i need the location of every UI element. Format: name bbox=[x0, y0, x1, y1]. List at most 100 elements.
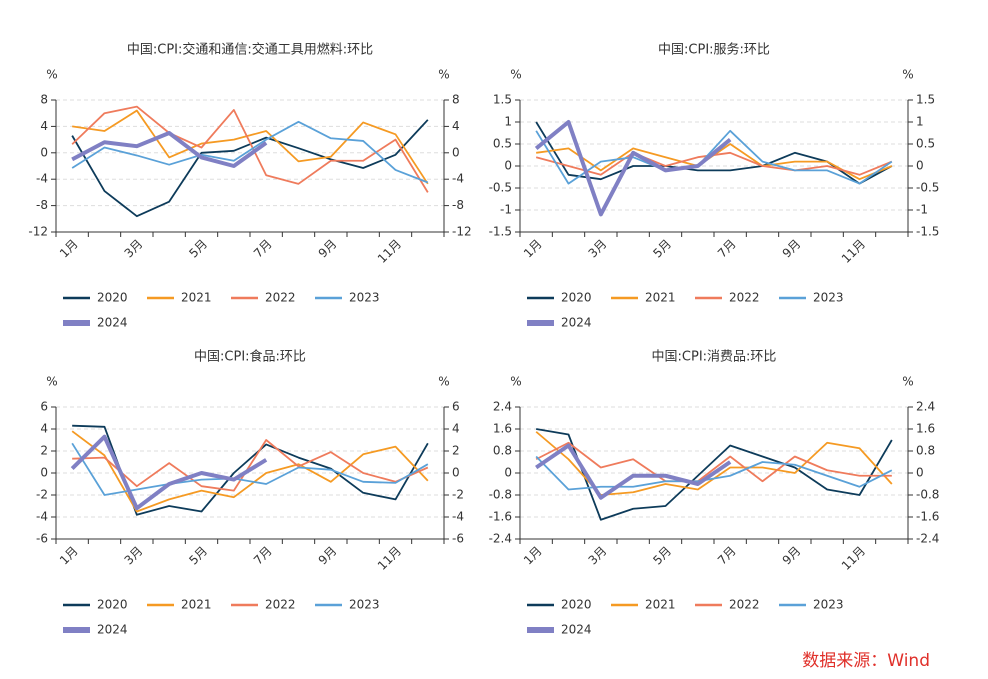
series-line bbox=[536, 428, 893, 521]
legend-label: 2023 bbox=[813, 598, 844, 612]
y-tick-label: -2.4 bbox=[489, 532, 512, 546]
x-tick-label: 5月 bbox=[186, 544, 210, 568]
y2-tick-label: -1.6 bbox=[916, 510, 939, 524]
legend-label: 2021 bbox=[645, 598, 676, 612]
legend-label: 2024 bbox=[97, 623, 128, 637]
series-line bbox=[72, 439, 429, 492]
x-tick-label: 9月 bbox=[316, 237, 340, 261]
y2-axis-label: % bbox=[902, 68, 913, 82]
y2-tick-label: 0.5 bbox=[916, 137, 935, 151]
chart-title: 中国:CPI:食品:环比 bbox=[194, 349, 306, 365]
legend-label: 2024 bbox=[97, 316, 128, 330]
y2-tick-label: -1.5 bbox=[916, 225, 939, 239]
y-tick-label: 0.8 bbox=[493, 444, 512, 458]
y-axis-label: % bbox=[46, 375, 57, 389]
y2-axis-label: % bbox=[438, 375, 449, 389]
y-axis-label: % bbox=[510, 68, 521, 82]
x-tick-label: 11月 bbox=[375, 544, 404, 573]
x-tick-label: 7月 bbox=[251, 237, 275, 261]
y2-tick-label: 2 bbox=[452, 444, 460, 458]
legend-label: 2022 bbox=[729, 291, 760, 305]
y-tick-label: 4 bbox=[40, 119, 48, 133]
y-tick-label: 1.5 bbox=[493, 93, 512, 107]
y-axis-label: % bbox=[510, 375, 521, 389]
y2-tick-label: 4 bbox=[452, 119, 460, 133]
legend-label: 2022 bbox=[265, 598, 296, 612]
legend-label: 2021 bbox=[181, 291, 212, 305]
y2-tick-label: -4 bbox=[452, 172, 464, 186]
legend-label: 2020 bbox=[561, 598, 592, 612]
y-tick-label: 0 bbox=[504, 159, 512, 173]
y2-tick-label: 2.4 bbox=[916, 400, 935, 414]
y-tick-label: 1.6 bbox=[493, 422, 512, 436]
x-tick-label: 9月 bbox=[316, 544, 340, 568]
y-tick-label: -1 bbox=[500, 203, 512, 217]
y2-tick-label: 0.8 bbox=[916, 444, 935, 458]
series-line bbox=[71, 430, 429, 513]
y-tick-label: -4 bbox=[36, 172, 48, 186]
x-tick-label: 9月 bbox=[780, 544, 804, 568]
legend-label: 2020 bbox=[97, 598, 128, 612]
series-line bbox=[71, 105, 429, 193]
x-tick-label: 7月 bbox=[251, 544, 275, 568]
y-axis-label: % bbox=[46, 68, 57, 82]
series-line bbox=[71, 442, 429, 496]
y2-axis-label: % bbox=[902, 375, 913, 389]
y-tick-label: 6 bbox=[40, 400, 48, 414]
series-line bbox=[535, 441, 892, 483]
y-tick-label: -2 bbox=[36, 488, 48, 502]
y-tick-label: -8 bbox=[36, 198, 48, 212]
chart-title: 中国:CPI:服务:环比 bbox=[658, 42, 770, 58]
series-line bbox=[71, 120, 429, 184]
series-line bbox=[535, 431, 893, 496]
y2-tick-label: 1 bbox=[916, 115, 924, 129]
y-tick-label: -12 bbox=[28, 225, 48, 239]
y-tick-label: -6 bbox=[36, 532, 48, 546]
series-line bbox=[70, 434, 268, 511]
series-line bbox=[72, 109, 429, 185]
x-tick-label: 9月 bbox=[780, 237, 804, 261]
x-tick-label: 11月 bbox=[839, 544, 868, 573]
y2-tick-label: -2.4 bbox=[916, 532, 939, 546]
y2-tick-label: 4 bbox=[452, 422, 460, 436]
legend-label: 2023 bbox=[813, 291, 844, 305]
y2-tick-label: -6 bbox=[452, 532, 464, 546]
x-tick-label: 1月 bbox=[57, 544, 81, 568]
legend-label: 2024 bbox=[561, 316, 592, 330]
legend-label: 2021 bbox=[181, 598, 212, 612]
y2-tick-label: 0 bbox=[452, 145, 460, 159]
y2-tick-label: 8 bbox=[452, 93, 460, 107]
x-tick-label: 3月 bbox=[122, 544, 146, 568]
y2-tick-label: -0.5 bbox=[916, 181, 939, 195]
y-tick-label: 0.5 bbox=[493, 137, 512, 151]
y-tick-label: 4 bbox=[40, 422, 48, 436]
y-tick-label: 0 bbox=[40, 466, 48, 480]
y2-tick-label: -4 bbox=[452, 510, 464, 524]
x-tick-label: 11月 bbox=[375, 237, 404, 266]
chart-title: 中国:CPI:消费品:环比 bbox=[652, 350, 777, 365]
x-tick-label: 1月 bbox=[521, 544, 545, 568]
y2-tick-label: 6 bbox=[452, 400, 460, 414]
x-tick-label: 1月 bbox=[521, 237, 545, 261]
y-tick-label: 1 bbox=[504, 115, 512, 129]
y-tick-label: 2.4 bbox=[493, 400, 512, 414]
series-line bbox=[71, 131, 268, 168]
y-tick-label: -0.8 bbox=[489, 488, 512, 502]
x-tick-label: 5月 bbox=[186, 237, 210, 261]
y-tick-label: 8 bbox=[40, 93, 48, 107]
series-line bbox=[535, 151, 893, 176]
y2-tick-label: 1.6 bbox=[916, 422, 935, 436]
series-line bbox=[535, 129, 893, 185]
legend-label: 2022 bbox=[729, 598, 760, 612]
y2-tick-label: -12 bbox=[452, 225, 472, 239]
series-line bbox=[534, 120, 732, 217]
y2-tick-label: -0.8 bbox=[916, 488, 939, 502]
y-tick-label: 0 bbox=[504, 466, 512, 480]
legend-label: 2023 bbox=[349, 598, 380, 612]
y2-tick-label: 0 bbox=[916, 159, 924, 173]
legend-label: 2024 bbox=[561, 623, 592, 637]
legend-label: 2020 bbox=[561, 291, 592, 305]
y2-tick-label: 0 bbox=[452, 466, 460, 480]
legend-label: 2021 bbox=[645, 291, 676, 305]
